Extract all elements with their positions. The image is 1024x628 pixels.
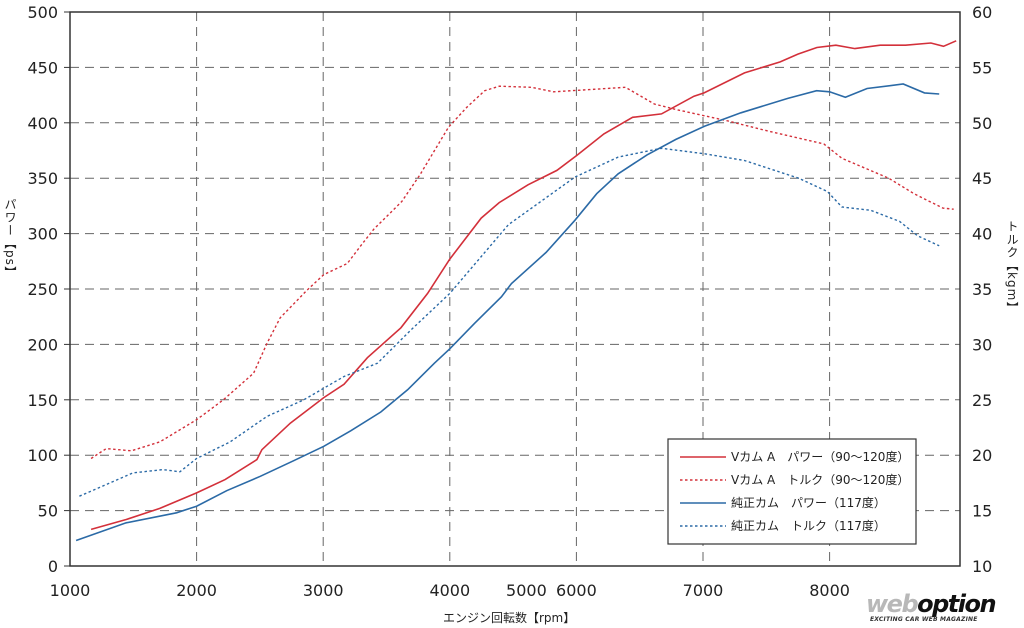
y-left-tick-label: 450 bbox=[27, 58, 58, 77]
y-left-tick-label: 200 bbox=[27, 335, 58, 354]
legend-label: Vカム A パワー（90〜120度） bbox=[731, 449, 909, 464]
y-left-tick-label: 100 bbox=[27, 446, 58, 465]
y-left-tick-label: 50 bbox=[38, 502, 58, 521]
y-right-tick-label: 45 bbox=[972, 169, 992, 188]
series-line-0 bbox=[90, 40, 957, 531]
legend: Vカム A パワー（90〜120度） Vカム A トルク（90〜120度） 純正カム… bbox=[667, 438, 917, 545]
x-tick-label: 4000 bbox=[429, 581, 470, 600]
legend-label: 純正カム トルク（117度） bbox=[731, 518, 886, 533]
logo-option: option bbox=[917, 592, 996, 618]
y-left-tick-label: 350 bbox=[27, 169, 58, 188]
plot-frame bbox=[69, 11, 961, 567]
y-left-tick-label: 500 bbox=[27, 3, 58, 22]
y-right-tick-label: 40 bbox=[972, 225, 992, 244]
legend-label: Vカム A トルク（90〜120度） bbox=[731, 472, 909, 487]
series-line-1 bbox=[90, 85, 954, 460]
x-tick-label: 3000 bbox=[303, 581, 344, 600]
x-tick-label: 8000 bbox=[809, 581, 850, 600]
logo-tagline: EXCITING CAR WEB MAGAZINE bbox=[870, 616, 978, 623]
y-left-tick-label: 250 bbox=[27, 280, 58, 299]
series-line-3 bbox=[79, 147, 940, 497]
y-right-tick-label: 15 bbox=[972, 502, 992, 521]
series-line-2 bbox=[75, 83, 940, 542]
y-right-tick-label: 20 bbox=[972, 446, 992, 465]
y-right-tick-label: 60 bbox=[972, 3, 992, 22]
y-right-tick-label: 35 bbox=[972, 280, 992, 299]
series-lines bbox=[75, 40, 957, 542]
y-axis-right-label: トルク【kgm】 bbox=[1005, 220, 1019, 315]
y-left-tick-label: 0 bbox=[48, 557, 58, 576]
y-right-tick-label: 10 bbox=[972, 557, 992, 576]
y-left-tick-label: 400 bbox=[27, 114, 58, 133]
x-tick-label: 7000 bbox=[683, 581, 724, 600]
y-left-tick-label: 150 bbox=[27, 391, 58, 410]
x-tick-label: 6000 bbox=[556, 581, 597, 600]
y-right-tick-label: 50 bbox=[972, 114, 992, 133]
x-tick-label: 5000 bbox=[506, 581, 547, 600]
y-axis-left-label: パワー【ps】 bbox=[3, 198, 17, 279]
x-axis-label: エンジン回転数【rpm】 bbox=[443, 611, 576, 625]
y-right-tick-label: 30 bbox=[972, 335, 992, 354]
weboption-logo: weboption EXCITING CAR WEB MAGAZINE bbox=[866, 592, 1022, 626]
legend-label: 純正カム パワー（117度） bbox=[731, 495, 886, 510]
y-right-tick-label: 25 bbox=[972, 391, 992, 410]
x-tick-label: 1000 bbox=[50, 581, 91, 600]
y-left-tick-label: 300 bbox=[27, 225, 58, 244]
tick-labels: 0 50 100 150 200 250 300 350 400 450 500 10 15 20 25 30… bbox=[27, 3, 992, 600]
x-tick-label: 2000 bbox=[176, 581, 217, 600]
logo-web: web bbox=[866, 592, 919, 618]
y-right-tick-label: 55 bbox=[972, 58, 992, 77]
